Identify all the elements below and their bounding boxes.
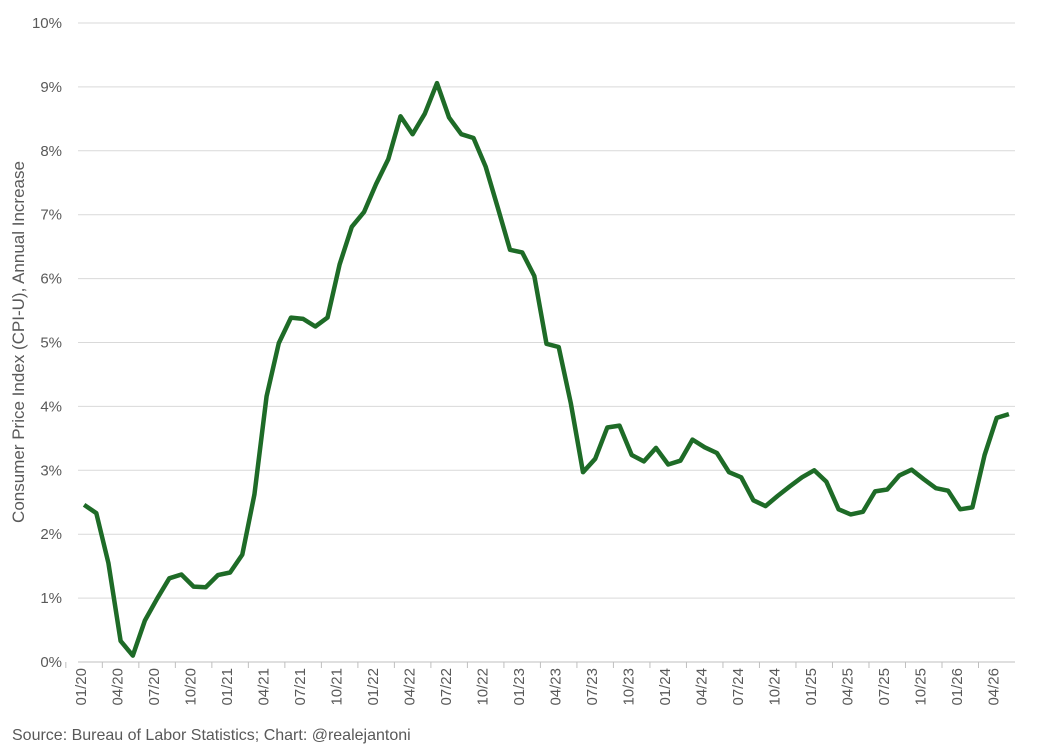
x-tick-label: 01/26 (949, 668, 966, 706)
x-tick-label: 01/21 (219, 668, 236, 706)
x-tick-label: 01/22 (365, 668, 382, 706)
x-tick-label: 04/22 (402, 668, 419, 706)
y-tick-label: 3% (40, 462, 62, 479)
x-tick-label: 10/20 (183, 668, 200, 706)
x-tick-label: 04/24 (694, 668, 711, 706)
y-tick-label: 6% (40, 271, 62, 288)
x-tick-label: 01/24 (657, 668, 674, 706)
x-tick-label: 07/21 (292, 668, 309, 706)
source-note: Source: Bureau of Labor Statistics; Char… (12, 727, 411, 744)
x-tick-label: 07/22 (438, 668, 455, 706)
y-tick-label: 7% (40, 207, 62, 224)
y-tick-label: 10% (32, 15, 62, 32)
x-tick-label: 10/25 (913, 668, 930, 706)
x-tick-label: 10/23 (621, 668, 638, 706)
y-tick-label: 2% (40, 526, 62, 543)
x-tick-label: 04/23 (548, 668, 565, 706)
x-tick-label: 07/20 (146, 668, 163, 706)
x-tick-label: 10/21 (329, 668, 346, 706)
x-tick-label: 07/23 (584, 668, 601, 706)
x-tick-label: 01/20 (73, 668, 90, 706)
x-tick-label: 04/21 (256, 668, 273, 706)
y-tick-label: 0% (40, 654, 62, 671)
y-tick-label: 4% (40, 398, 62, 415)
x-tick-label: 01/23 (511, 668, 528, 706)
y-tick-label: 1% (40, 590, 62, 607)
x-tick-label: 04/20 (110, 668, 127, 706)
data-line (82, 80, 1010, 658)
y-tick-label: 8% (40, 143, 62, 160)
x-tick-label: 04/25 (840, 668, 857, 706)
y-axis-title: Consumer Price Index (CPI-U), Annual Inc… (9, 161, 28, 523)
x-tick-label: 01/25 (803, 668, 820, 706)
x-tick-label: 07/24 (730, 668, 747, 706)
y-tick-label: 9% (40, 79, 62, 96)
x-tick-label: 04/26 (986, 668, 1003, 706)
x-tick-label: 07/25 (876, 668, 893, 706)
x-tick-label: 10/24 (767, 668, 784, 706)
x-tick-label: 10/22 (475, 668, 492, 706)
y-tick-label: 5% (40, 335, 62, 352)
